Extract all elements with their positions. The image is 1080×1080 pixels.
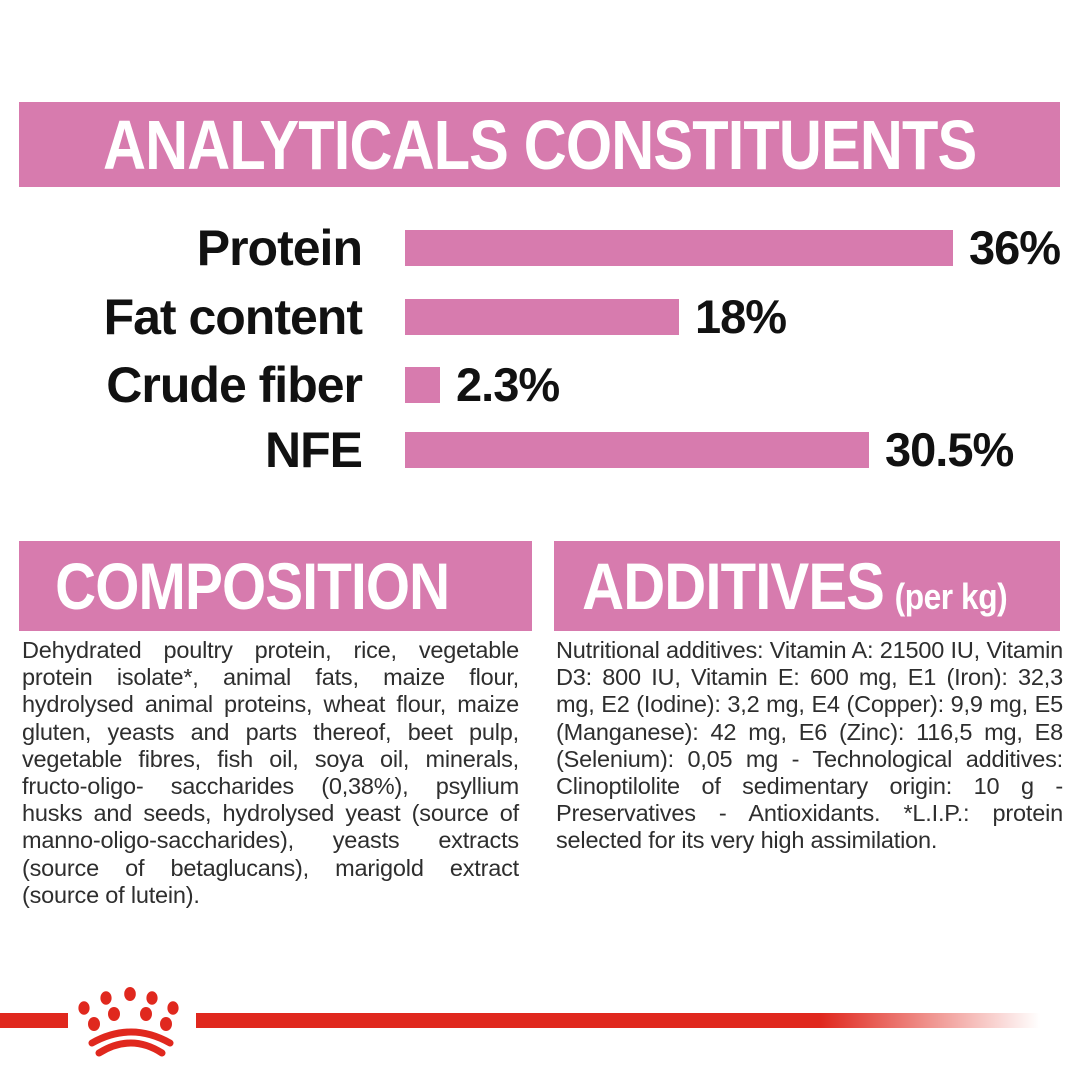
chart-value-label: 18% <box>695 290 787 343</box>
chart-value-label: 36% <box>969 221 1061 274</box>
analytical-constituents-title: ANALYTICALS CONSTITUENTS <box>102 105 977 184</box>
chart-bar <box>405 432 869 468</box>
crown-dots <box>78 987 179 1031</box>
composition-title: COMPOSITION <box>55 549 450 623</box>
composition-banner: COMPOSITION <box>19 541 532 631</box>
footer-rule-left <box>0 1013 68 1028</box>
chart-row: Crude fiber 2.3% <box>0 357 1080 413</box>
chart-category-label: Crude fiber <box>106 357 363 413</box>
analytical-constituents-banner: ANALYTICALS CONSTITUENTS <box>19 102 1060 187</box>
chart-category-label: NFE <box>265 422 363 478</box>
additives-title-group: ADDITIVES (per kg) <box>554 548 1008 624</box>
additives-text: Nutritional additives: Vitamin A: 21500 … <box>556 637 1063 854</box>
chart-value-label: 2.3% <box>456 358 560 411</box>
chart-category-label: Protein <box>196 220 363 276</box>
chart-row: Fat content 18% <box>0 289 1080 345</box>
composition-text: Dehydrated poultry protein, rice, vegeta… <box>22 637 519 908</box>
additives-per-kg-label: (per kg) <box>894 576 1008 617</box>
royal-canin-crown-paw-logo-icon <box>78 987 179 1057</box>
chart-category-label: Fat content <box>103 289 363 345</box>
chart-value-label: 30.5% <box>885 423 1014 476</box>
chart-row: Protein 36% <box>0 220 1080 276</box>
chart-row: NFE 30.5% <box>0 422 1080 478</box>
analytical-constituents-chart: Protein 36% Fat content 18% Crude fiber 2.3% N… <box>0 0 1080 510</box>
footer-rule-right <box>196 1013 1040 1028</box>
additives-banner: ADDITIVES (per kg) <box>554 541 1060 631</box>
chart-bar <box>405 230 953 266</box>
crown-base-arcs <box>88 1028 174 1057</box>
chart-bar <box>405 367 440 403</box>
chart-bar <box>405 299 679 335</box>
additives-title: ADDITIVES <box>582 549 885 623</box>
